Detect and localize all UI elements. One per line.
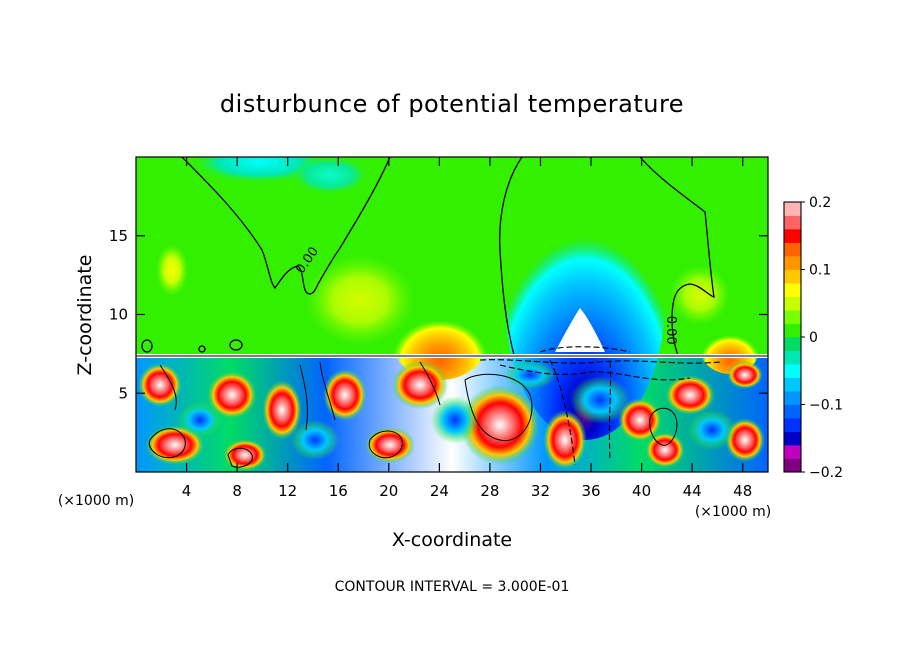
turb-blob: [665, 375, 715, 415]
x-tick-label: 32: [531, 482, 550, 500]
contour-line-negative: [479, 359, 721, 364]
plot-area: [136, 157, 768, 472]
x-unit-label-right: (×1000 m): [695, 504, 771, 520]
x-tick-label: 20: [379, 482, 398, 500]
contour-interval-note: CONTOUR INTERVAL = 3.000E-01: [335, 579, 570, 595]
turb-blob: [207, 371, 257, 419]
colorbar-swatch: [784, 269, 801, 284]
x-tick-label: 24: [430, 482, 449, 500]
contour-line-negative: [499, 364, 691, 381]
turb-blob: [645, 432, 685, 468]
cold-blob: [504, 361, 556, 389]
turb-blob: [392, 361, 448, 409]
contour-line: [148, 428, 186, 459]
contour-line: [649, 407, 678, 446]
colorbar-swatch: [784, 323, 801, 338]
colorbar-swatch: [784, 458, 801, 473]
colorbar-swatch: [784, 431, 801, 446]
colorbar-tick-label: 0: [809, 330, 818, 346]
x-tick-label: 16: [329, 482, 348, 500]
colorbar-swatch: [784, 296, 801, 311]
contour-line: [368, 430, 403, 459]
turb-blob: [262, 380, 302, 440]
contour-line-negative: [539, 346, 631, 353]
cold-blob: [178, 402, 222, 438]
colorbar-swatch: [784, 418, 801, 432]
x-tick-label: 40: [632, 482, 651, 500]
colorbar-swatch: [784, 337, 801, 351]
colorbar-swatch: [784, 215, 801, 230]
x-tick-label: 44: [683, 482, 702, 500]
x-axis: 4 8 12 16 20 24 28 32 36 40 44 48: [182, 157, 752, 500]
contour-label: 0.00: [663, 316, 678, 345]
x-unit-label-left: (×1000 m): [58, 493, 134, 509]
contour-line: [198, 345, 206, 353]
x-tick-label: 36: [581, 482, 600, 500]
turb-blob: [543, 410, 587, 470]
contour-line: [464, 373, 533, 442]
colorbar-tick-label: −0.1: [809, 398, 843, 414]
contour-line: [159, 361, 441, 431]
colorbar-swatch: [784, 310, 801, 324]
yellow-blob-left: [156, 244, 188, 296]
colorbar-swatch: [784, 377, 801, 392]
colorbar-swatch: [784, 242, 801, 257]
cold-core-white: [555, 308, 605, 352]
turb-blob: [138, 363, 182, 407]
colorbar-swatch: [784, 445, 801, 459]
colorbar-tick-label: 0.1: [809, 263, 831, 279]
cold-blob: [291, 420, 339, 460]
colorbar-swatch: [784, 229, 801, 243]
x-tick-label: 48: [733, 482, 752, 500]
turb-blob: [365, 427, 415, 463]
contour-line: [639, 157, 715, 357]
cold-blob: [688, 410, 736, 450]
x-tick-label: 8: [232, 482, 242, 500]
colorbar-tick-label: −0.2: [809, 465, 843, 481]
contour-line: [499, 157, 523, 356]
x-tick-label: 4: [182, 482, 192, 500]
cold-blob: [431, 396, 479, 444]
colorbar: 0.2 0.1 0 −0.1 −0.2: [783, 195, 843, 481]
colorbar-swatch: [784, 404, 801, 419]
y-tick-label: 5: [118, 384, 128, 402]
contour-line: [229, 339, 243, 351]
y-tick-label: 10: [109, 306, 128, 324]
colorbar-swatch: [784, 364, 801, 378]
contour-line-negative: [549, 359, 612, 466]
warm-anomaly: [392, 300, 488, 380]
yellow-blob-right: [670, 265, 730, 325]
cold-blob: [570, 376, 630, 424]
turb-blob: [727, 361, 763, 389]
turb-blob: [223, 439, 267, 471]
colorbar-swatch: [784, 350, 801, 365]
turb-blob: [460, 385, 540, 465]
yellow-blob-mid: [305, 255, 415, 345]
y-axis: 5 10 15: [109, 227, 768, 402]
y-tick-label: 15: [109, 227, 128, 245]
contour-line: [181, 157, 391, 295]
colorbar-swatch: [784, 256, 801, 270]
chart-title: disturbunce of potential temperature: [220, 90, 684, 118]
colorbar-swatch: [784, 202, 801, 216]
x-tick-label: 12: [278, 482, 297, 500]
turb-blob: [323, 369, 367, 421]
x-tick-label: 28: [480, 482, 499, 500]
cyan-patch-top-2: [290, 157, 370, 195]
contour-line: [141, 339, 153, 353]
colorbar-swatch: [784, 391, 801, 405]
x-axis-label: X-coordinate: [392, 529, 512, 551]
colorbar-swatch: [784, 283, 801, 297]
y-axis-label: Z-coordinate: [74, 255, 96, 376]
colorbar-tick-label: 0.2: [809, 195, 831, 211]
